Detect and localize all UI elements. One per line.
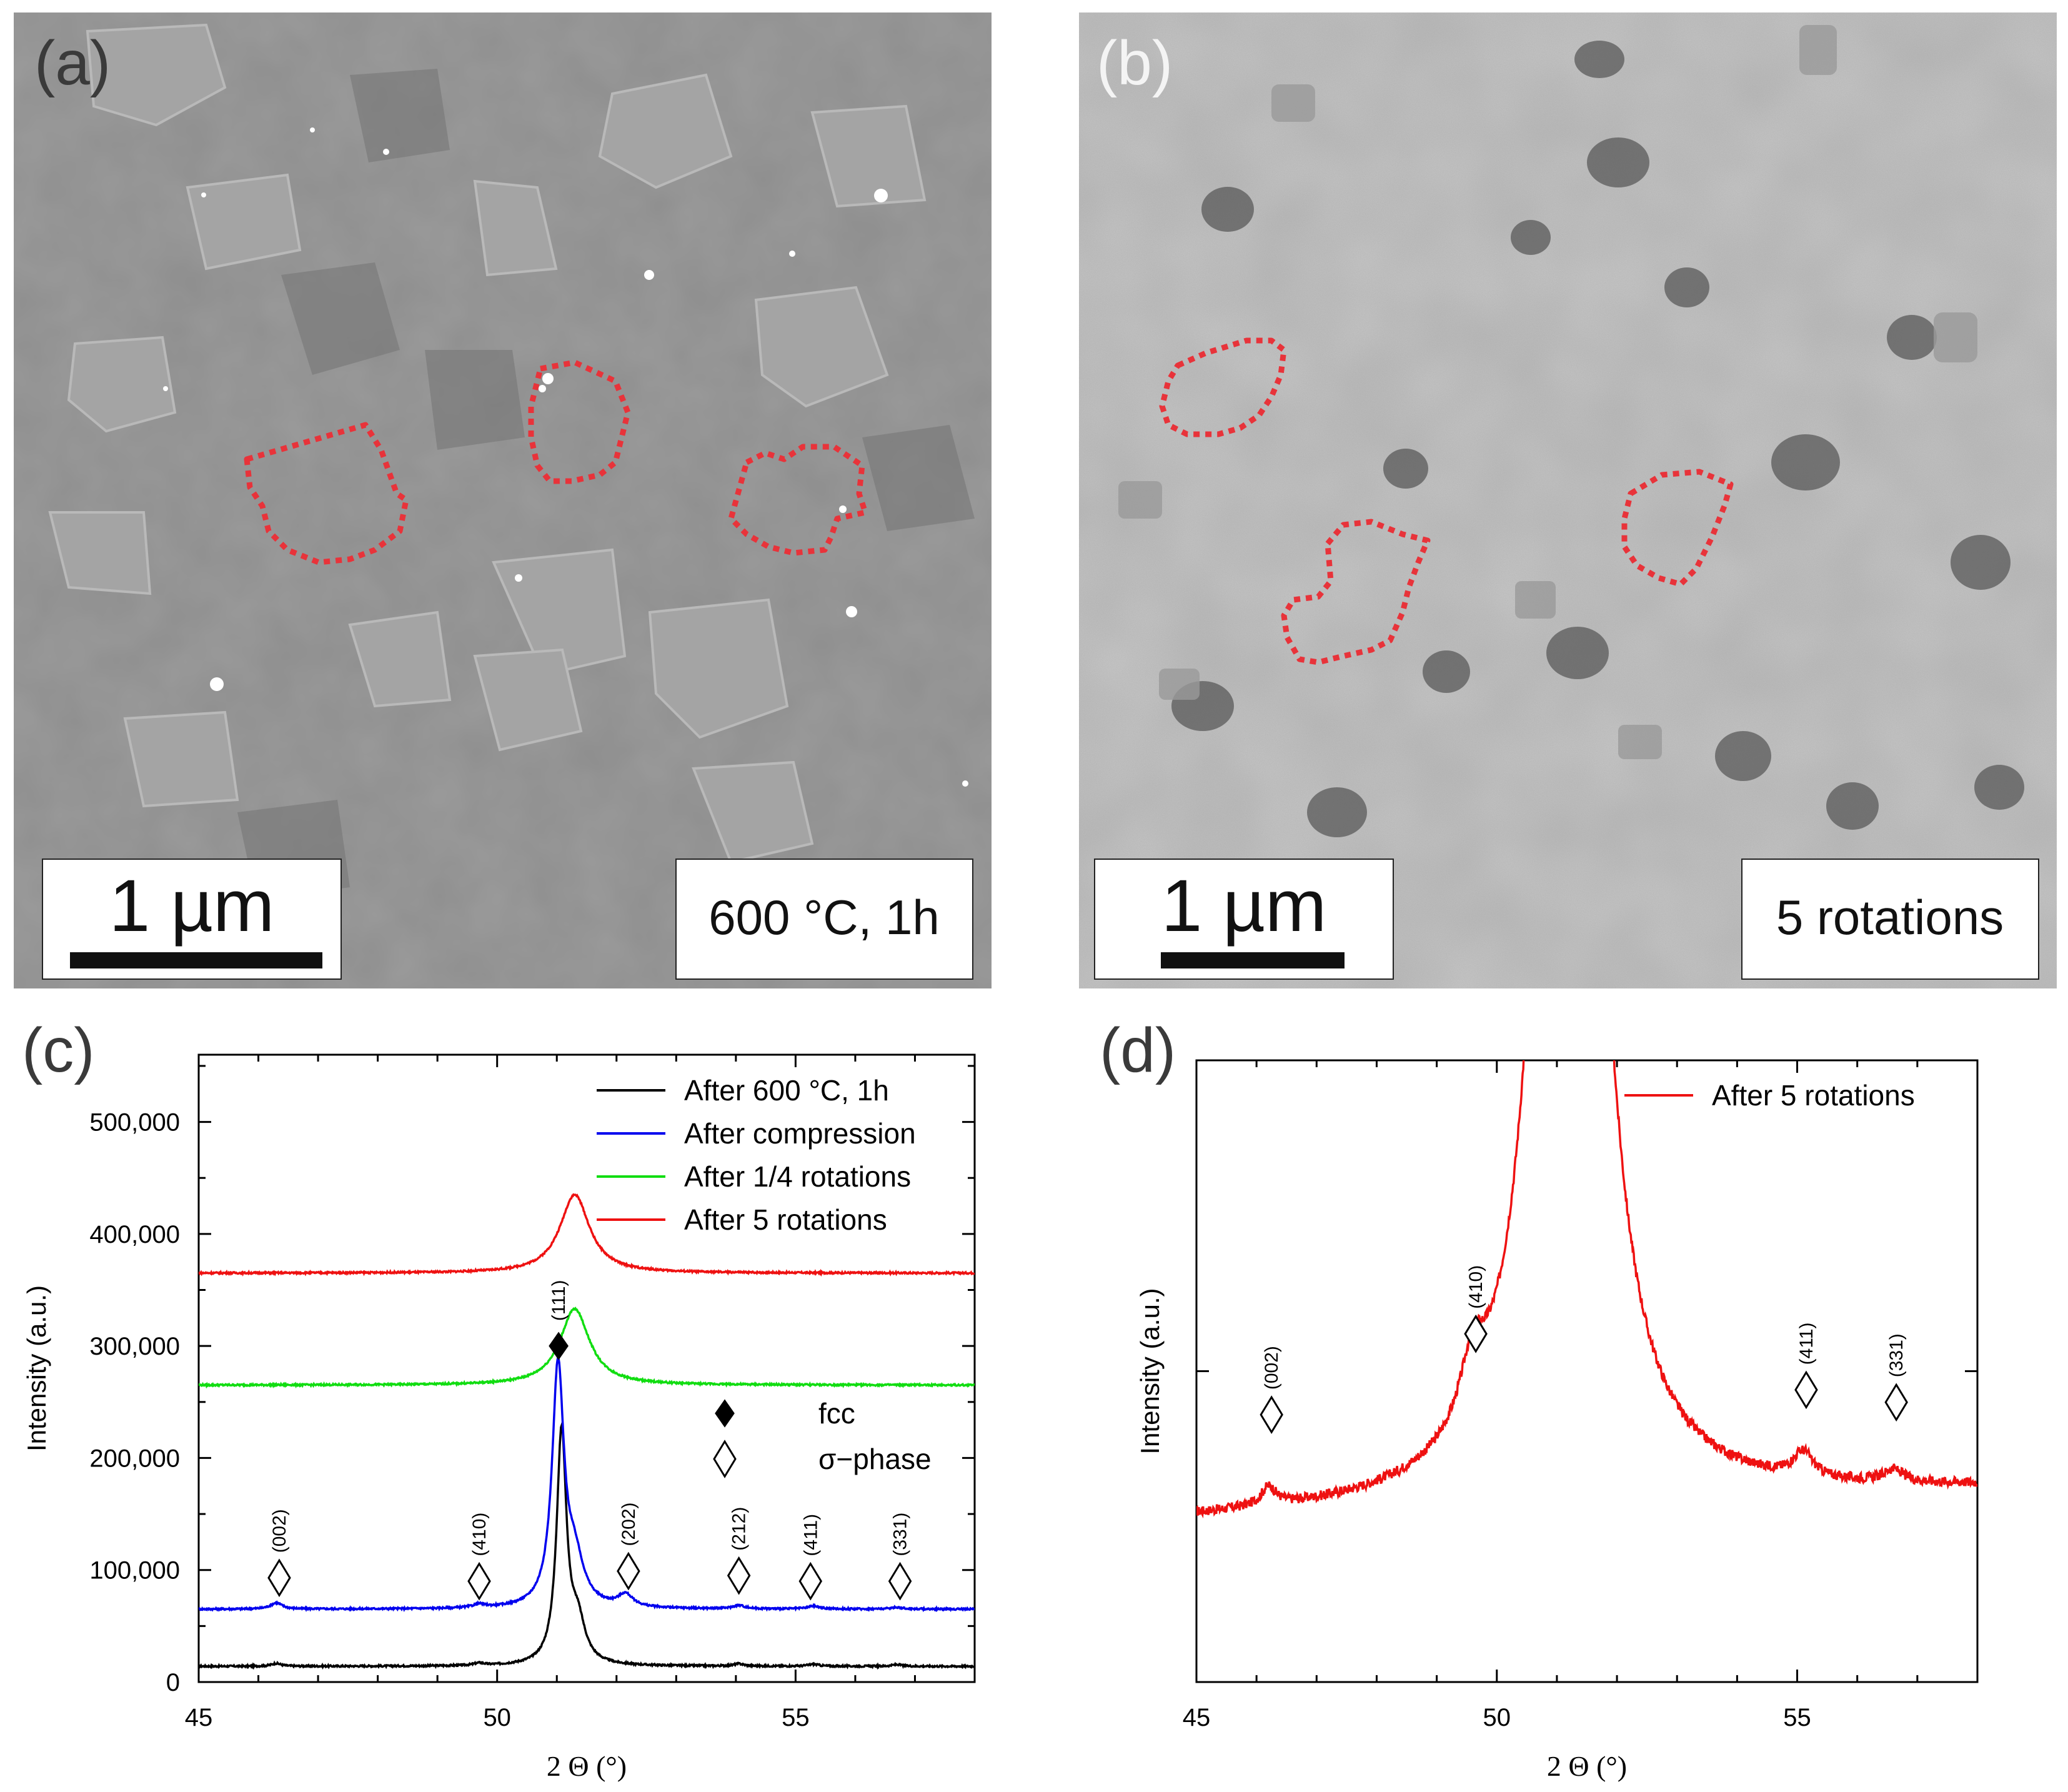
peak-marker	[617, 1551, 640, 1591]
x-tick-label: 55	[1783, 1704, 1811, 1731]
dark-particles-b	[1171, 41, 2024, 837]
chart-c: (c) 45 50 55 2 Θ (°) Intensity (a.u.) 0 100,00…	[22, 1015, 976, 1782]
peak-marker	[1260, 1395, 1283, 1435]
y-tick-label: 0	[166, 1669, 180, 1696]
series-line-2	[199, 1307, 975, 1389]
scale-bar-label-b: 1 µm	[1161, 865, 1327, 947]
peak-marker	[549, 1332, 569, 1360]
chart-c-series	[199, 1193, 975, 1670]
y-tick-label: 200,000	[89, 1445, 180, 1472]
panel-a: (a) 1 µm 600 °C, 1h	[14, 12, 992, 988]
peak-label: (411)	[800, 1514, 821, 1556]
chart-d: (d) 45 50 552 Θ (°)Intensity (a.u.) (002)(…	[1100, 1015, 1979, 1782]
outlined-grains-b	[1159, 337, 1734, 665]
plot-frame	[197, 1053, 976, 1683]
peak-label: (331)	[1886, 1333, 1907, 1377]
chart-d-annotations: (002) (410) (411) (331)	[1260, 1265, 1908, 1435]
x-axis-label: 2 Θ (°)	[1547, 1750, 1627, 1782]
x-tick-label: 50	[483, 1704, 511, 1731]
x-tick-label: 55	[782, 1704, 810, 1731]
scale-bar-label-a: 1 µm	[109, 865, 275, 947]
panel-label-b: (b)	[1096, 28, 1173, 98]
peak-label: (002)	[1261, 1346, 1282, 1390]
legend-label-3: After 5 rotations	[684, 1203, 887, 1236]
peak-label: (202)	[619, 1502, 639, 1546]
series-line-0	[199, 1422, 975, 1670]
peak-label: (002)	[269, 1509, 290, 1553]
peak-marker	[1794, 1370, 1818, 1410]
x-tick-label: 45	[1183, 1704, 1211, 1731]
grain-texture-a	[48, 23, 927, 864]
peak-marker	[727, 1556, 751, 1595]
sem-blobs-b	[1079, 12, 2057, 988]
series-line-3	[199, 1193, 975, 1277]
x-axis-label: 2 Θ (°)	[547, 1750, 627, 1782]
peak-label: (331)	[890, 1513, 911, 1556]
peak-marker	[1464, 1314, 1488, 1353]
peak-marker	[798, 1561, 823, 1601]
series-line-1	[199, 1353, 975, 1613]
chart-d-grid: 45 50 55 2 Θ (°) Intensity (a.u.)	[1135, 1059, 1979, 1782]
scale-bar-a	[70, 952, 322, 968]
peak-label: (410)	[1466, 1265, 1486, 1309]
peak-marker	[888, 1561, 912, 1601]
series-line-0	[1196, 1060, 1977, 1519]
y-tick-label: 300,000	[89, 1333, 180, 1360]
y-axis-label: Intensity (a.u.)	[22, 1285, 51, 1451]
peak-marker	[267, 1558, 291, 1598]
legend-label-0: After 5 rotations	[1712, 1079, 1915, 1112]
condition-label-b: 5 rotations	[1776, 890, 2004, 945]
peak-marker	[1884, 1383, 1908, 1422]
x-tick-label: 50	[1483, 1704, 1511, 1731]
legend-marker-1	[713, 1440, 737, 1478]
chart-c-legend: After 600 °C, 1h After compression After 1…	[597, 1074, 932, 1478]
condition-box-a	[675, 859, 973, 980]
y-tick-label: 500,000	[89, 1109, 180, 1137]
peak-label: (410)	[469, 1513, 490, 1556]
panel-label-c: (c)	[22, 1015, 95, 1085]
panel-label-a: (a)	[34, 28, 111, 98]
condition-box-b	[1741, 859, 2039, 980]
x-tick-label: 45	[185, 1704, 213, 1731]
plot-frame	[1195, 1059, 1979, 1683]
peak-marker	[467, 1561, 491, 1601]
legend-marker-0	[715, 1399, 735, 1428]
panel-label-d: (d)	[1100, 1015, 1176, 1085]
chart-c-grid: 45 50 55 2 Θ (°) Intensity (a.u.) 0 100,000 200…	[22, 1053, 976, 1782]
peak-label: (212)	[729, 1507, 750, 1551]
y-axis-label: Intensity (a.u.)	[1135, 1288, 1165, 1454]
condition-label-a: 600 °C, 1h	[708, 890, 939, 945]
peak-label: (111)	[549, 1280, 569, 1322]
particles-a	[163, 127, 968, 787]
y-tick-label: 400,000	[89, 1221, 180, 1248]
chart-c-annotations: (111) (002) (410) (202) (212) (411) (331)	[267, 1280, 912, 1601]
y-tick-label: 100,000	[89, 1557, 180, 1585]
panel-b: (b) 1 µm 5 rotations	[1079, 12, 2057, 988]
light-particles-b	[1118, 25, 1977, 759]
chart-d-series	[1196, 1060, 1977, 1519]
scale-bar-b	[1161, 952, 1345, 968]
outlined-grains-a	[244, 359, 868, 565]
legend-marker-label-0: fcc	[818, 1397, 855, 1430]
legend-label-0: After 600 °C, 1h	[684, 1074, 889, 1107]
legend-label-2: After 1/4 rotations	[684, 1160, 911, 1193]
chart-d-legend: After 5 rotations	[1624, 1079, 1915, 1112]
legend-label-1: After compression	[684, 1117, 916, 1150]
peak-label: (411)	[1796, 1323, 1817, 1365]
legend-marker-label-1: σ−phase	[818, 1443, 932, 1475]
